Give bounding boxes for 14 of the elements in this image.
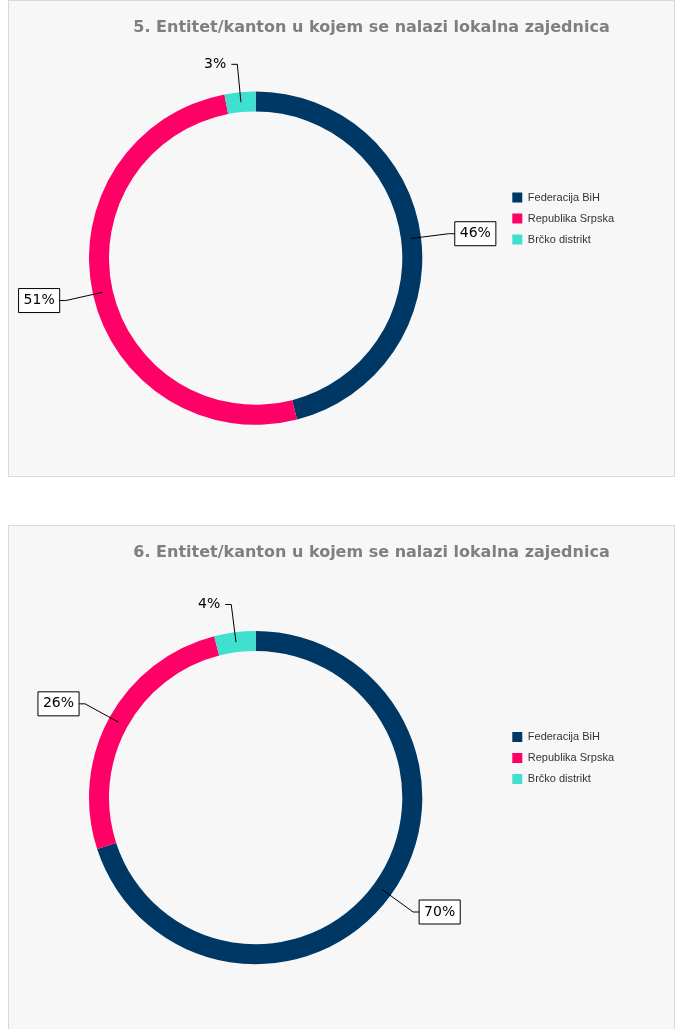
data-label: 26% bbox=[42, 694, 75, 711]
legend-label: Republika Srpska bbox=[527, 751, 615, 764]
data-label: 51% bbox=[23, 291, 55, 308]
legend-label: Federacija BiH bbox=[527, 190, 600, 203]
data-label: 70% bbox=[424, 902, 456, 919]
data-label: 4% bbox=[198, 595, 221, 612]
chart-title: 5. Entitet/kanton u kojem se nalazi lokalna zajednica bbox=[133, 16, 610, 36]
legend-label: Republika Srpska bbox=[527, 211, 615, 224]
legend-label: Federacija BiH bbox=[527, 730, 600, 743]
data-label: 3% bbox=[204, 54, 227, 71]
chart-title: 6. Entitet/kanton u kojem se nalazi lokalna zajednica bbox=[133, 541, 610, 561]
data-label: 46% bbox=[459, 224, 491, 241]
legend-label: Brčko distrikt bbox=[527, 772, 591, 785]
legend-label: Brčko distrikt bbox=[527, 232, 591, 245]
